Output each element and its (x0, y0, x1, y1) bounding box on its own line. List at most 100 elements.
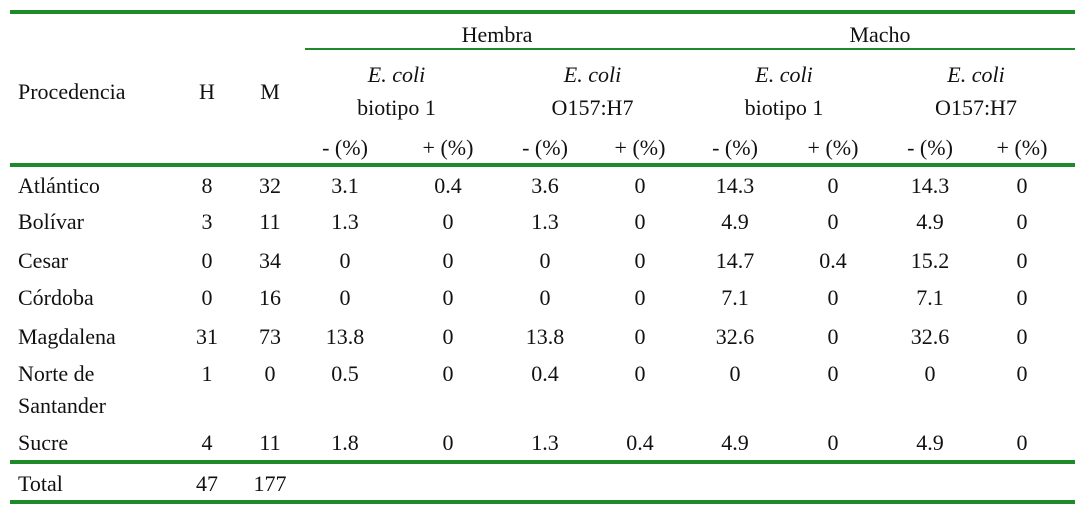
cell: 0 (827, 324, 839, 349)
cell: 15.2 (910, 248, 950, 273)
cell: 3.1 (331, 173, 359, 198)
cell: 0 (442, 248, 454, 273)
cell: 0 (634, 324, 646, 349)
sign-label: - (%) (907, 135, 953, 160)
cell: 0 (827, 173, 839, 198)
group-rule (305, 48, 1075, 50)
cell: 0.5 (331, 361, 359, 386)
cell: 0 (442, 361, 454, 386)
cell: 32.6 (910, 324, 950, 349)
cell: 34 (259, 248, 281, 273)
cell: 0 (634, 285, 646, 310)
row-label: Sucre (18, 430, 69, 455)
cell: 0 (634, 361, 646, 386)
total-rule (10, 460, 1075, 464)
cell: 32 (259, 173, 281, 198)
sign-label: + (%) (996, 135, 1048, 160)
row-label: Norte de Santander (18, 361, 106, 418)
cell: 0 (201, 248, 213, 273)
cell: 0 (827, 361, 839, 386)
cell: 8 (201, 173, 213, 198)
top-rule (10, 10, 1075, 14)
header-rule (10, 163, 1075, 167)
cell: 0.4 (531, 361, 559, 386)
row-label: Córdoba (18, 285, 94, 310)
cell: 14.7 (715, 248, 755, 273)
row-label: Atlántico (18, 173, 100, 198)
cell: 31 (196, 324, 218, 349)
sign-label: - (%) (712, 135, 758, 160)
cell: 1.8 (331, 430, 359, 455)
sign-label: + (%) (614, 135, 666, 160)
cell: 0 (539, 285, 551, 310)
cell: 4.9 (721, 209, 749, 234)
cell: 4 (201, 430, 213, 455)
sign-label: - (%) (322, 135, 368, 160)
organism-name: E. coli (947, 62, 1005, 87)
cell: 0 (827, 430, 839, 455)
organism-name: E. coli (367, 62, 426, 87)
cell: 0 (634, 248, 646, 273)
group-label: Macho (849, 22, 911, 47)
cell: 13.8 (525, 324, 565, 349)
cell: 0 (634, 173, 646, 198)
organism-name: E. coli (755, 62, 813, 87)
cell: 1.3 (331, 209, 359, 234)
cell: 0 (1016, 324, 1028, 349)
cell: 0.4 (819, 248, 847, 273)
cell: 32.6 (715, 324, 755, 349)
cell: 4.9 (721, 430, 749, 455)
organism-name: E. coli (563, 62, 622, 87)
organism-strain: biotipo 1 (744, 95, 824, 120)
cell: 0 (339, 285, 351, 310)
cell: 0 (442, 324, 454, 349)
organism-strain: O157:H7 (935, 95, 1017, 120)
cell: 0 (1016, 285, 1028, 310)
cell: 16 (259, 285, 281, 310)
cell: 0 (729, 361, 741, 386)
organism-strain: biotipo 1 (357, 95, 436, 120)
total-cell: 47 (196, 471, 218, 496)
row-label: Bolívar (18, 209, 84, 234)
cell: 7.1 (721, 285, 749, 310)
total-cell: 177 (253, 471, 287, 496)
cell: 0 (339, 248, 351, 273)
cell: 3.6 (531, 173, 559, 198)
cell: 11 (259, 430, 281, 455)
cell: 1.3 (531, 430, 559, 455)
cell: 0 (1016, 209, 1028, 234)
cell: 1.3 (531, 209, 559, 234)
column-label: H (199, 79, 215, 104)
sign-label: + (%) (422, 135, 474, 160)
row-label: Cesar (18, 248, 69, 273)
cell: 0 (1016, 361, 1028, 386)
cell: 14.3 (910, 173, 950, 198)
cell: 0 (442, 430, 454, 455)
sign-label: + (%) (807, 135, 859, 160)
bottom-rule (10, 500, 1075, 504)
cell: 14.3 (715, 173, 755, 198)
sign-label: - (%) (522, 135, 568, 160)
cell: 13.8 (325, 324, 365, 349)
cell: 4.9 (916, 430, 944, 455)
cell: 1 (201, 361, 213, 386)
cell: 0.4 (434, 173, 462, 198)
column-label: Procedencia (18, 79, 126, 104)
cell: 11 (259, 209, 281, 234)
cell: 0 (634, 209, 646, 234)
cell: 0 (1016, 248, 1028, 273)
cell: 0 (264, 361, 276, 386)
cell: 0 (827, 285, 839, 310)
cell: 0 (924, 361, 936, 386)
cell: 0 (539, 248, 551, 273)
cell: 0 (442, 285, 454, 310)
organism-strain: O157:H7 (551, 95, 634, 120)
cell: 4.9 (916, 209, 944, 234)
cell: 0 (1016, 173, 1028, 198)
cell: 0 (442, 209, 454, 234)
cell: 0 (827, 209, 839, 234)
cell: 0.4 (626, 430, 654, 455)
cell: 0 (1016, 430, 1028, 455)
total-label: Total (18, 471, 63, 496)
